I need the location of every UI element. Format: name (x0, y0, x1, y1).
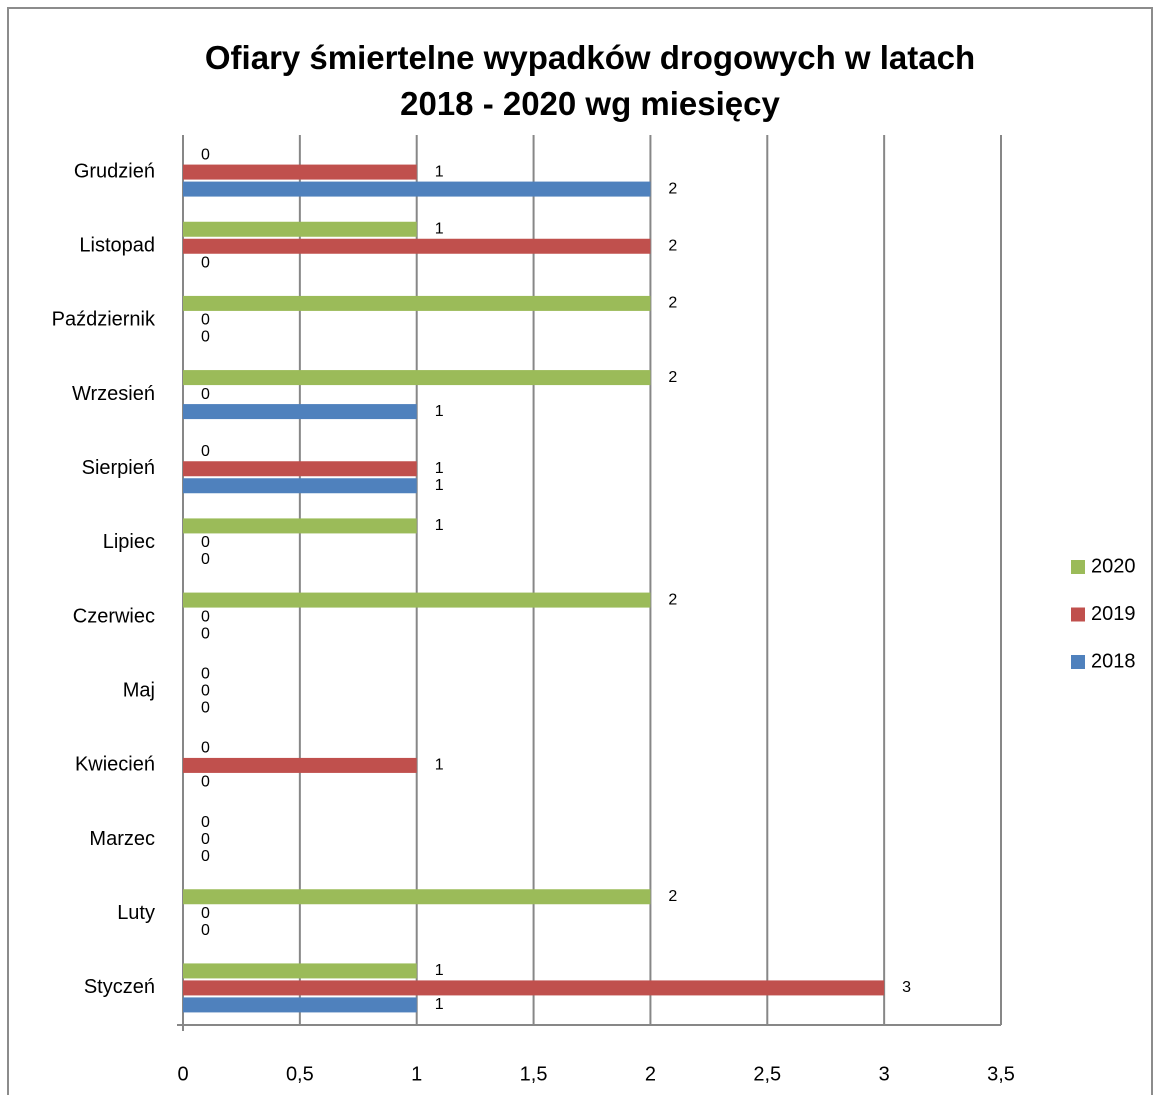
legend-swatch (1071, 560, 1085, 574)
bar (183, 461, 417, 477)
data-label: 0 (201, 848, 210, 865)
y-tick-label: Październik (52, 309, 156, 331)
bar (183, 238, 651, 254)
data-label: 2 (668, 888, 677, 905)
bar (183, 889, 651, 905)
bar (183, 181, 651, 197)
data-label: 0 (201, 254, 210, 271)
y-tick-label: Marzec (89, 828, 155, 850)
data-label: 1 (435, 163, 444, 180)
data-label: 2 (668, 237, 677, 254)
data-label: 0 (201, 699, 210, 716)
bar (183, 757, 417, 773)
data-label: 0 (201, 625, 210, 642)
data-label: 0 (201, 386, 210, 403)
x-tick-label: 3 (879, 1063, 890, 1085)
data-label: 0 (201, 665, 210, 682)
bar (183, 518, 417, 534)
data-label: 0 (201, 774, 210, 791)
x-tick-label: 1 (411, 1063, 422, 1085)
data-label: 1 (435, 517, 444, 534)
x-tick-label: 2 (645, 1063, 656, 1085)
data-label: 0 (201, 740, 210, 757)
data-label: 0 (201, 814, 210, 831)
legend-swatch (1071, 655, 1085, 669)
data-label: 2 (668, 295, 677, 312)
y-tick-label: Kwiecień (75, 754, 155, 776)
data-label: 2 (668, 180, 677, 197)
data-label: 0 (201, 682, 210, 699)
data-label: 2 (668, 369, 677, 386)
chart-title: Ofiary śmiertelne wypadków drogowych w l… (204, 39, 976, 122)
x-tick-label: 3,5 (987, 1063, 1015, 1085)
legend-swatch (1071, 607, 1085, 622)
data-label: 0 (201, 312, 210, 329)
y-tick-label: Lipiec (103, 531, 155, 553)
data-label: 0 (201, 443, 210, 460)
bar (183, 980, 885, 996)
data-label: 0 (201, 831, 210, 848)
x-tick-label: 2,5 (753, 1063, 781, 1085)
data-label: 0 (201, 608, 210, 625)
data-label: 1 (435, 962, 444, 979)
bar (183, 592, 651, 608)
data-label: 1 (435, 460, 444, 477)
bar (183, 370, 651, 386)
legend-label: 2020 (1091, 555, 1136, 577)
data-label: 0 (201, 534, 210, 551)
bar (183, 478, 417, 494)
legend-label: 2018 (1091, 650, 1136, 672)
y-tick-label: Luty (117, 902, 155, 924)
data-label: 3 (902, 979, 911, 996)
bar (183, 164, 417, 180)
bar (183, 295, 651, 311)
bar (183, 221, 417, 237)
data-label: 0 (201, 922, 210, 939)
y-tick-label: Grudzień (74, 160, 155, 182)
data-label: 1 (435, 477, 444, 494)
legend-label: 2019 (1091, 603, 1136, 625)
y-tick-label: Listopad (79, 235, 155, 257)
bar (183, 404, 417, 420)
data-label: 0 (201, 905, 210, 922)
x-tick-label: 0,5 (286, 1063, 314, 1085)
chart-border (7, 7, 1153, 1095)
data-label: 0 (201, 329, 210, 346)
x-tick-label: 0 (177, 1063, 188, 1085)
data-label: 0 (201, 146, 210, 163)
y-tick-label: Styczeń (84, 976, 155, 998)
y-tick-label: Wrzesień (72, 383, 155, 405)
data-label: 1 (435, 403, 444, 420)
y-tick-label: Sierpień (82, 457, 155, 479)
data-label: 2 (668, 591, 677, 608)
x-tick-label: 1,5 (520, 1063, 548, 1085)
data-label: 1 (435, 996, 444, 1013)
data-label: 1 (435, 757, 444, 774)
bar (183, 963, 417, 979)
data-label: 0 (201, 551, 210, 568)
bar (183, 997, 417, 1013)
y-tick-label: Maj (123, 680, 155, 702)
data-label: 1 (435, 220, 444, 237)
y-tick-label: Czerwiec (73, 605, 155, 627)
